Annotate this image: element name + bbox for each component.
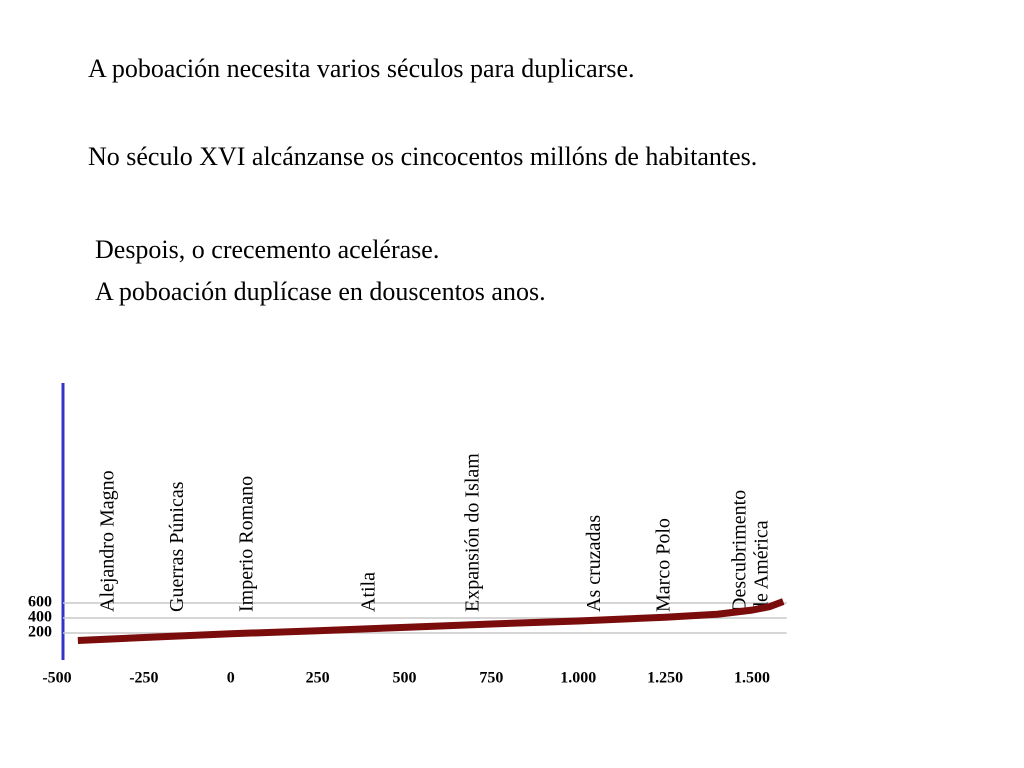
x-tick-label: 250 [306,670,330,687]
event-label: de América [751,520,773,612]
event-label: Marco Polo [653,518,675,612]
x-tick-label: 1.250 [647,670,683,687]
x-tick-label: 500 [393,670,417,687]
paragraph: No século XVI alcánzanse os cincocentos … [88,142,758,171]
y-tick-label: 200 [28,624,52,641]
y-tick-label: 600 [28,594,52,611]
event-label: Guerras Púnicas [166,481,188,612]
x-tick-label: 750 [479,670,503,687]
event-label: Imperio Romano [236,476,258,612]
event-label: Expansión do Islam [462,453,484,612]
paragraph: Despois, o crecemento acelérase. [95,235,440,264]
event-label: Alejandro Magno [97,470,119,612]
paragraph: A poboación duplícase en douscentos anos… [95,277,546,306]
x-tick-label: -250 [129,670,158,687]
y-tick-label: 400 [28,609,52,626]
event-label: Atila [357,572,379,612]
event-label: Descubrimento [729,490,751,612]
event-label: As cruzadas [583,515,605,612]
x-tick-label: 1.500 [734,670,770,687]
x-tick-label: -500 [42,670,71,687]
x-tick-label: 1.000 [560,670,596,687]
paragraph: A poboación necesita varios séculos para… [88,54,635,83]
line-series [77,598,785,644]
x-tick-label: 0 [227,670,235,687]
